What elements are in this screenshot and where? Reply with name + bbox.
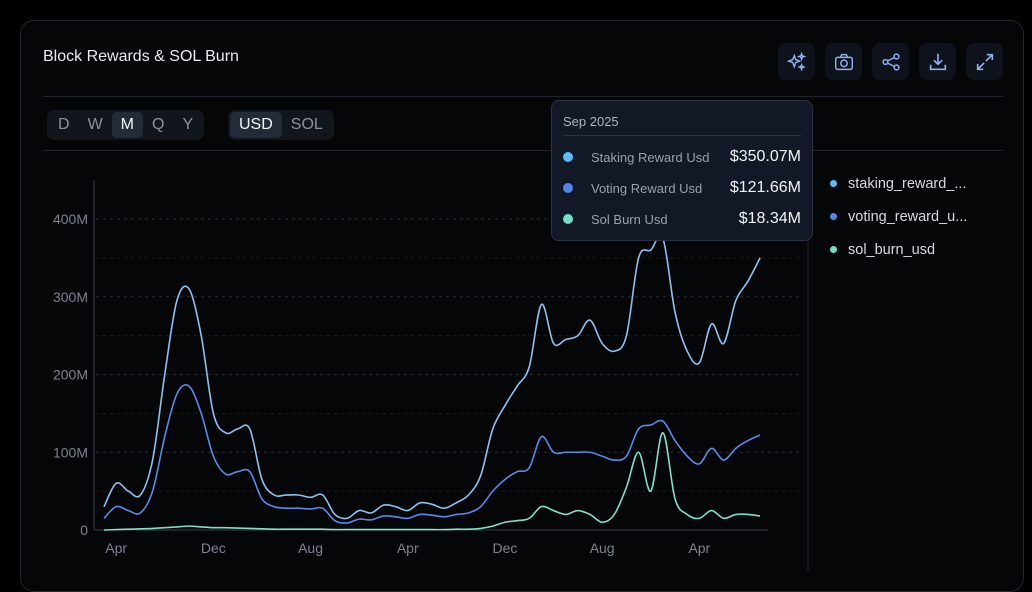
legend-item-staking[interactable]: staking_reward_... bbox=[830, 167, 967, 200]
legend-label: staking_reward_... bbox=[848, 175, 967, 192]
tooltip: Sep 2025 Staking Reward Usd $350.07M Voti… bbox=[551, 100, 813, 241]
tooltip-row-voting: Voting Reward Usd $121.66M bbox=[563, 178, 801, 198]
x-tick-label: Apr bbox=[105, 540, 127, 556]
chart-title: Block Rewards & SOL Burn bbox=[43, 48, 239, 65]
share-icon bbox=[881, 52, 900, 71]
period-button-d[interactable]: D bbox=[58, 116, 70, 133]
voting-dot bbox=[563, 183, 573, 193]
unit-button-usd[interactable]: USD bbox=[230, 112, 282, 138]
legend-label: voting_reward_u... bbox=[848, 208, 968, 225]
tooltip-value: $121.66M bbox=[729, 179, 801, 196]
unit-selector: USD SOL bbox=[228, 110, 334, 140]
legend: staking_reward_... voting_reward_u... so… bbox=[830, 167, 967, 266]
period-button-m[interactable]: M bbox=[111, 112, 143, 138]
download-button[interactable] bbox=[919, 43, 956, 80]
legend-dot bbox=[830, 213, 837, 220]
fullscreen-button[interactable] bbox=[966, 43, 1003, 80]
tooltip-label: Staking Reward Usd bbox=[591, 149, 710, 165]
download-icon bbox=[929, 53, 946, 70]
series-line-sol_burn_usd bbox=[103, 432, 761, 531]
sparkle-icon bbox=[786, 51, 806, 71]
y-tick-label: 400M bbox=[53, 211, 88, 227]
y-tick-label: 300M bbox=[53, 289, 88, 305]
burn-dot bbox=[563, 214, 573, 224]
tooltip-value: $18.34M bbox=[738, 210, 801, 227]
legend-label: sol_burn_usd bbox=[848, 241, 936, 258]
screenshot-button[interactable] bbox=[825, 43, 862, 80]
x-tick-label: Aug bbox=[590, 540, 615, 556]
x-tick-label: Aug bbox=[298, 540, 323, 556]
period-button-y[interactable]: Y bbox=[182, 116, 194, 133]
tooltip-row-staking: Staking Reward Usd $350.07M bbox=[563, 147, 801, 167]
camera-icon bbox=[834, 53, 853, 70]
unit-button-sol[interactable]: SOL bbox=[290, 116, 323, 133]
series-line-voting_reward_usd bbox=[103, 384, 761, 524]
legend-item-voting[interactable]: voting_reward_u... bbox=[830, 200, 967, 233]
toolbar bbox=[778, 43, 1003, 80]
period-button-q[interactable]: Q bbox=[152, 116, 165, 133]
line-chart[interactable]: 0 100M 200M 300M 400M Apr Dec Aug Apr Dec Aug Apr bbox=[0, 0, 1032, 572]
period-button-w[interactable]: W bbox=[87, 116, 103, 133]
tooltip-label: Voting Reward Usd bbox=[591, 180, 703, 196]
legend-item-burn[interactable]: sol_burn_usd bbox=[830, 233, 967, 266]
expand-icon bbox=[976, 53, 993, 70]
y-tick-label: 0 bbox=[80, 522, 88, 538]
legend-dot bbox=[830, 180, 837, 187]
divider bbox=[43, 150, 1003, 151]
tooltip-divider bbox=[563, 135, 801, 136]
share-button[interactable] bbox=[872, 43, 909, 80]
tooltip-label: Sol Burn Usd bbox=[591, 211, 668, 227]
series-line-staking_reward_usd bbox=[103, 234, 761, 520]
y-tick-label: 200M bbox=[53, 367, 88, 383]
tooltip-value: $350.07M bbox=[729, 148, 801, 165]
tooltip-row-burn: Sol Burn Usd $18.34M bbox=[563, 209, 801, 229]
staking-dot bbox=[563, 152, 573, 162]
y-tick-label: 100M bbox=[53, 444, 88, 460]
x-tick-label: Dec bbox=[201, 540, 226, 556]
tooltip-date: Sep 2025 bbox=[563, 114, 619, 129]
divider bbox=[43, 96, 1003, 97]
x-tick-label: Dec bbox=[492, 540, 517, 556]
x-tick-label: Apr bbox=[397, 540, 419, 556]
legend-dot bbox=[830, 246, 837, 253]
x-tick-label: Apr bbox=[688, 540, 710, 556]
ai-insight-button[interactable] bbox=[778, 43, 815, 80]
